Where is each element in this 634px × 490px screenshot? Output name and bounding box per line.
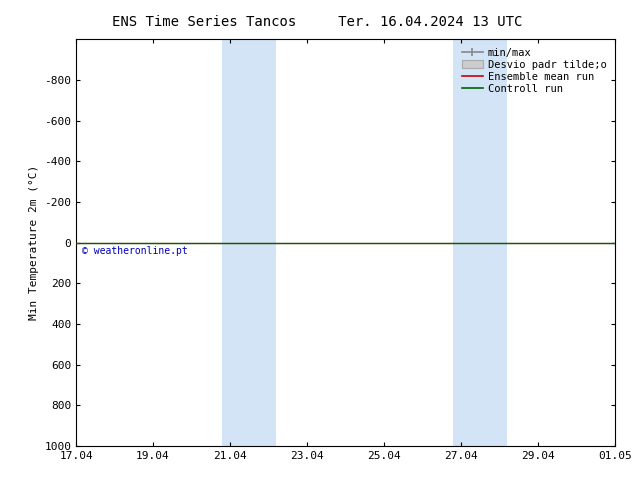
Legend: min/max, Desvio padr tilde;o, Ensemble mean run, Controll run: min/max, Desvio padr tilde;o, Ensemble m… (459, 45, 610, 97)
Bar (453, 39, 507, 446)
Text: © weatheronline.pt: © weatheronline.pt (82, 245, 188, 256)
Text: ENS Time Series Tancos     Ter. 16.04.2024 13 UTC: ENS Time Series Tancos Ter. 16.04.2024 1… (112, 15, 522, 29)
Bar (223, 39, 276, 446)
Y-axis label: Min Temperature 2m (°C): Min Temperature 2m (°C) (29, 165, 39, 320)
